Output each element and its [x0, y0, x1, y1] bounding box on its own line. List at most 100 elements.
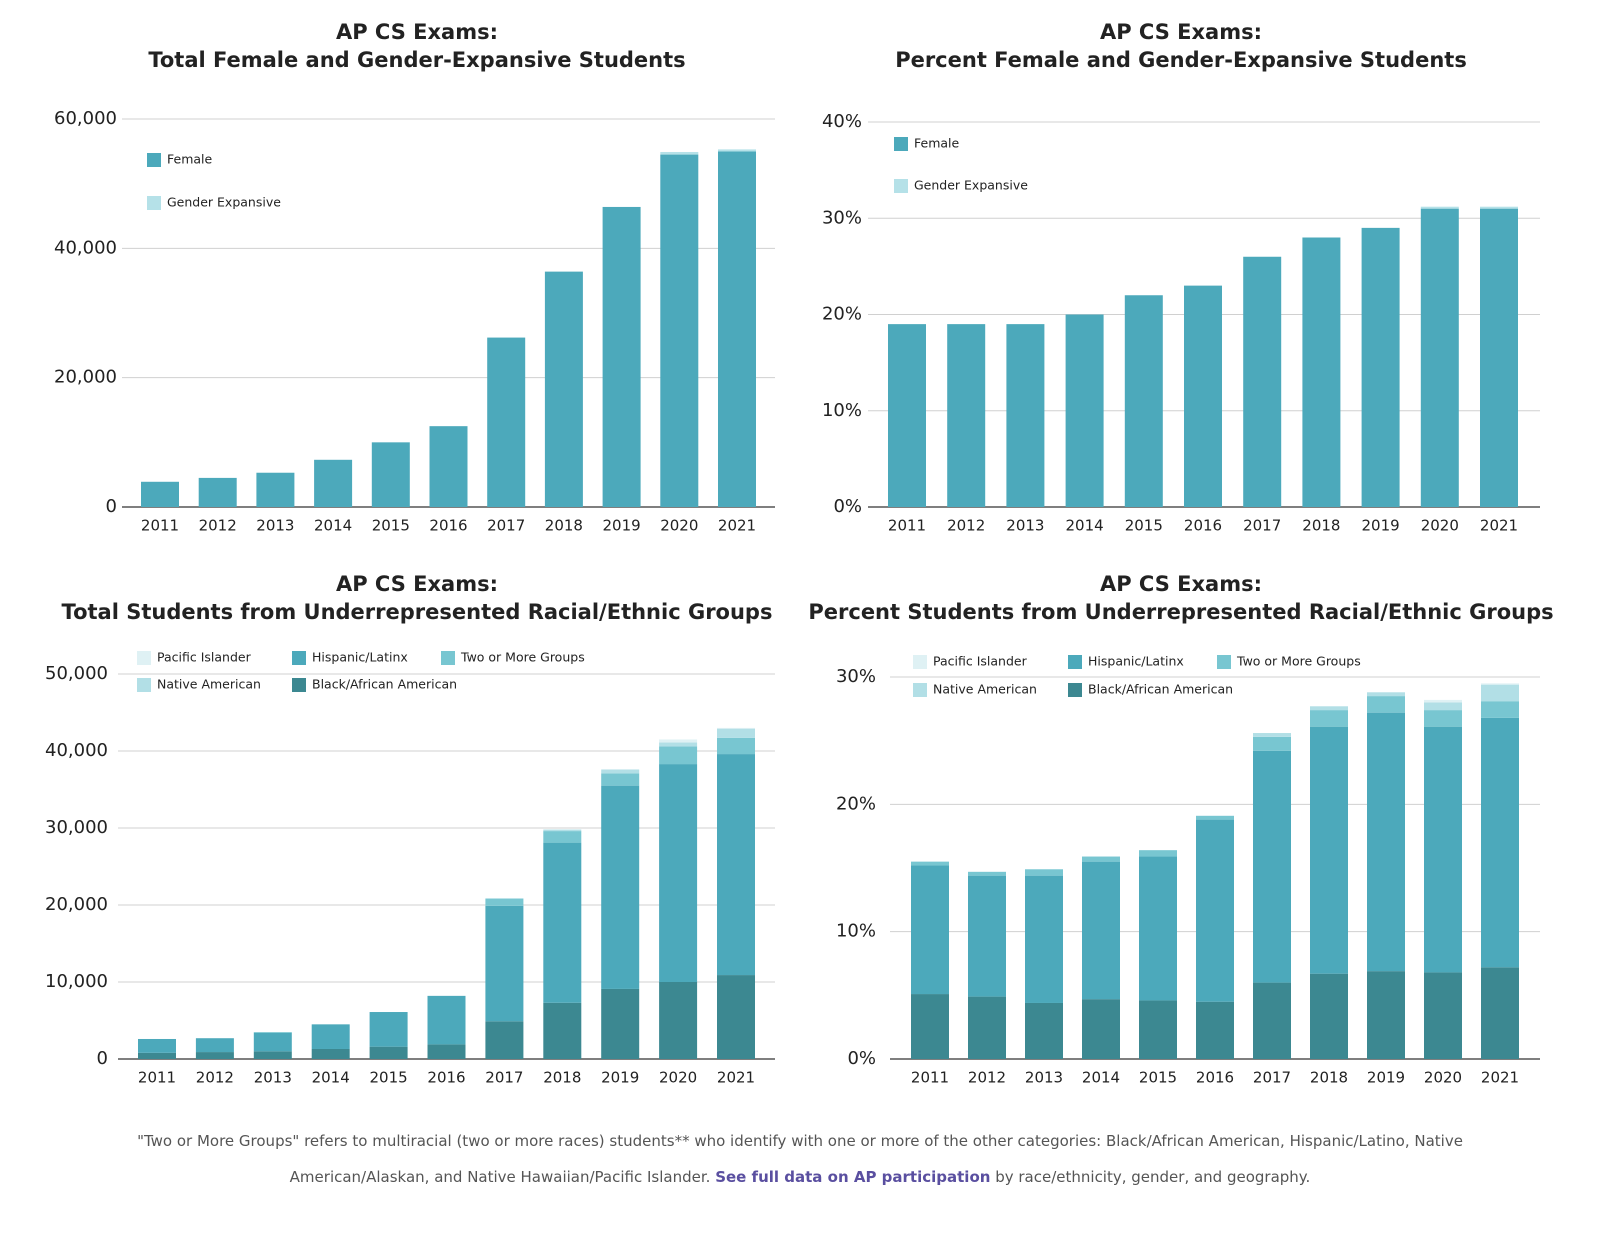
- y-tick-label: 20%: [822, 304, 862, 325]
- bar-segment: [1025, 875, 1063, 1003]
- chart-title: AP CS Exams:: [336, 20, 498, 44]
- bar-segment: [1065, 314, 1104, 507]
- x-tick-label: 2015: [1139, 1069, 1177, 1087]
- footer: "Two or More Groups" refers to multiraci…: [0, 1130, 1600, 1202]
- bar-segment: [1253, 733, 1291, 737]
- bar-segment: [485, 898, 524, 899]
- bar-segment: [660, 151, 699, 155]
- x-tick-label: 2014: [312, 1069, 350, 1087]
- legend-label: Native American: [933, 682, 1037, 697]
- bar-segment: [1480, 206, 1518, 209]
- x-tick-label: 2011: [911, 1069, 949, 1087]
- x-tick-label: 2015: [372, 517, 410, 535]
- x-tick-label: 2019: [1362, 517, 1400, 535]
- x-tick-label: 2019: [1367, 1069, 1405, 1087]
- x-tick-label: 2021: [1480, 517, 1518, 535]
- bar-segment: [717, 754, 755, 976]
- bar-segment: [911, 861, 949, 866]
- bar-segment: [543, 829, 582, 832]
- bar-segment: [1006, 324, 1045, 507]
- x-tick-label: 2016: [1196, 1069, 1234, 1087]
- bar-segment: [195, 1052, 234, 1059]
- bar-segment: [1310, 726, 1348, 974]
- chart-subtitle: Total Students from Underrepresented Rac…: [62, 600, 773, 624]
- x-tick-label: 2021: [1481, 1069, 1519, 1087]
- bar-segment: [543, 1002, 582, 1059]
- bar-segment: [1025, 1002, 1063, 1059]
- x-tick-label: 2016: [1184, 517, 1222, 535]
- x-tick-label: 2019: [603, 517, 641, 535]
- legend-swatch: [137, 651, 151, 665]
- bar-segment: [543, 842, 582, 1003]
- legend-label: Hispanic/Latinx: [1088, 654, 1184, 669]
- bar-segment: [888, 324, 926, 507]
- bar-segment: [1367, 696, 1405, 713]
- bar-segment: [1480, 208, 1518, 507]
- x-tick-label: 2015: [370, 1069, 408, 1087]
- bar-segment: [198, 477, 237, 507]
- y-tick-label: 40,000: [54, 237, 117, 258]
- bar-segment: [1302, 237, 1341, 507]
- chart-subtitle: Percent Female and Gender-Expansive Stud…: [895, 48, 1467, 72]
- y-tick-label: 30%: [836, 666, 876, 687]
- bar-segment: [1082, 999, 1120, 1059]
- x-tick-label: 2013: [256, 517, 294, 535]
- bar-segment: [1139, 856, 1177, 1001]
- legend-swatch: [913, 683, 927, 697]
- bar-segment: [487, 337, 526, 507]
- x-tick-label: 2013: [1006, 517, 1044, 535]
- bar-segment: [601, 785, 640, 989]
- x-tick-label: 2012: [947, 517, 985, 535]
- bar-segment: [601, 988, 640, 1059]
- bar-segment: [718, 151, 756, 508]
- bar-segment: [1367, 971, 1405, 1059]
- bar-segment: [602, 206, 641, 508]
- legend-swatch: [292, 651, 306, 665]
- bar-segment: [1253, 750, 1291, 983]
- bar-segment: [717, 728, 755, 738]
- x-tick-label: 2015: [1125, 517, 1163, 535]
- bar-segment: [1124, 295, 1163, 507]
- legend-label: Black/African American: [1088, 682, 1233, 697]
- y-tick-label: 20,000: [54, 367, 117, 388]
- legend-swatch: [147, 153, 161, 167]
- bar-segment: [1481, 717, 1519, 968]
- bar-segment: [253, 1032, 292, 1052]
- footer-link[interactable]: See full data on AP participation: [715, 1168, 991, 1186]
- x-tick-label: 2012: [199, 517, 237, 535]
- bar-segment: [1424, 726, 1462, 973]
- y-tick-label: 10%: [836, 921, 876, 942]
- bar-segment: [1481, 684, 1519, 702]
- x-tick-label: 2020: [1424, 1069, 1462, 1087]
- x-tick-label: 2021: [717, 1069, 755, 1087]
- x-tick-label: 2014: [1082, 1069, 1120, 1087]
- legend-swatch: [1068, 683, 1082, 697]
- chart-title: AP CS Exams:: [1100, 20, 1262, 44]
- bar-segment: [256, 472, 295, 507]
- y-tick-label: 0: [97, 1048, 108, 1069]
- y-tick-label: 0%: [847, 1048, 876, 1069]
- bar-segment: [1481, 683, 1519, 685]
- x-tick-label: 2014: [314, 517, 352, 535]
- bar-segment: [543, 831, 582, 843]
- bar-segment: [195, 1038, 234, 1053]
- x-tick-label: 2012: [196, 1069, 234, 1087]
- y-tick-label: 20%: [836, 793, 876, 814]
- y-tick-label: 10,000: [45, 971, 108, 992]
- x-tick-label: 2017: [487, 517, 525, 535]
- bar-segment: [311, 1024, 350, 1049]
- footer-text: by race/ethnicity, gender, and geography…: [995, 1168, 1311, 1186]
- footer-text: American/Alaskan, and Native Hawaiian/Pa…: [289, 1168, 711, 1186]
- y-tick-label: 30,000: [45, 817, 108, 838]
- bar-segment: [311, 1048, 350, 1059]
- bar-segment: [911, 865, 949, 995]
- legend-swatch: [147, 196, 161, 210]
- bar-segment: [253, 1051, 292, 1059]
- legend-swatch: [894, 179, 908, 193]
- bar-segment: [1424, 702, 1462, 711]
- bar-segment: [968, 875, 1006, 997]
- bar-segment: [1310, 973, 1348, 1059]
- footer-note: "Two or More Groups" refers to multiraci…: [137, 1132, 1463, 1150]
- legend-swatch: [137, 678, 151, 692]
